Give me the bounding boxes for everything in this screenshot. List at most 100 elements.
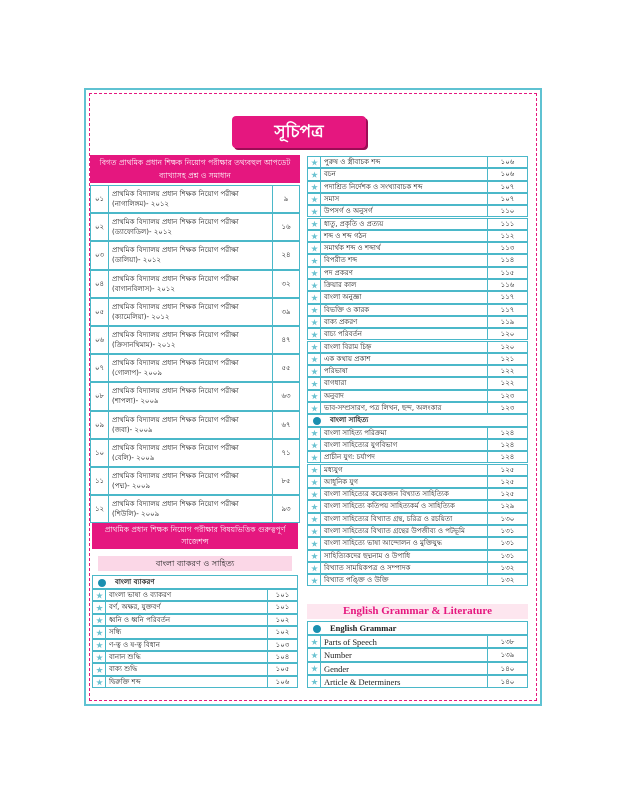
icon-cell	[307, 377, 321, 390]
star-icon	[311, 343, 318, 351]
chapter-page: ৬৩	[272, 382, 300, 411]
chapter-subtitle: (ক্যামেলিয়া)- ২০১২	[112, 312, 170, 321]
item-page: ১০১	[267, 601, 298, 614]
item-page: ১২২	[487, 365, 528, 378]
chapter-page: ৩২	[272, 269, 300, 298]
star-icon	[311, 232, 318, 240]
chapter-page: ৪৭	[272, 326, 300, 355]
item-title: পদ প্রকরণ	[320, 266, 488, 279]
arrow-icon	[313, 624, 321, 633]
section-header: বিগত প্রাথমিক প্রধান শিক্ষক নিয়োগ পরীক্…	[90, 155, 300, 183]
icon-cell	[307, 648, 321, 662]
icon-cell	[307, 291, 321, 304]
item-page: ১১০	[487, 205, 528, 218]
item-title: বাচ্য পরিবর্তন	[320, 328, 488, 341]
item-title: বাংলা সাহিত্যের বিখ্যাত গ্রন্থের উপজীব্য…	[320, 525, 488, 538]
section-header: বাংলা ব্যাকরণ	[92, 575, 298, 589]
icon-cell	[307, 674, 321, 689]
star-icon	[311, 665, 318, 672]
chapter-page: ৯৩	[272, 495, 300, 524]
item-page: ১০৪	[267, 651, 298, 664]
section-header: English Grammar	[307, 621, 528, 635]
icon-cell	[307, 389, 321, 402]
chapter-subtitle: (বাগানবিলাস)- ২০১২	[112, 284, 175, 293]
icon-cell	[307, 315, 321, 329]
icon-cell	[307, 217, 321, 230]
item-page: ১১২	[487, 229, 528, 243]
item-page: ১৩০	[487, 512, 528, 525]
section-header: বাংলা সাহিত্য	[307, 414, 528, 427]
chapter-name: প্রাথমিক বিদ্যালয় প্রধান শিক্ষক নিয়োগ …	[112, 500, 239, 509]
star-icon	[311, 528, 318, 535]
star-icon	[311, 651, 318, 659]
star-icon	[96, 604, 103, 611]
item-page: ১২৪	[487, 426, 528, 439]
icon-cell	[307, 475, 321, 489]
star-icon	[311, 515, 318, 523]
item-title: বাংলা সাহিত্যের বিখ্যাত গ্রন্থ, চরিত্র ও…	[320, 512, 488, 525]
item-page: ১২৩	[487, 402, 528, 415]
item-page: ১০৬	[267, 675, 298, 689]
item-page: ১১৬	[487, 279, 528, 292]
chapter-subtitle: (ডালিয়া)- ২০১২	[112, 256, 161, 265]
item-title: উপসর্গ ও অনুসর্গ	[320, 205, 488, 218]
page-title: সূচিপত্র	[232, 116, 366, 148]
star-icon	[311, 478, 318, 486]
item-title: বাক্য প্রকরণ	[320, 315, 488, 329]
icon-cell	[307, 561, 321, 575]
icon-cell	[307, 537, 321, 550]
item-page: ১২৩	[487, 389, 528, 402]
item-page: ১১৯	[487, 315, 528, 329]
star-icon	[311, 196, 318, 203]
item-page: ১৪০	[487, 661, 528, 675]
chapter-name: প্রাথমিক বিদ্যালয় প্রধান শিক্ষক নিয়োগ …	[112, 387, 239, 396]
star-icon	[311, 319, 318, 326]
item-title: বাংলা সাহিত্য পরিক্রমা	[320, 426, 488, 439]
icon-cell	[307, 549, 321, 562]
chapter-name: প্রাথমিক বিদ্যালয় প্রধান শিক্ষক নিয়োগ …	[112, 218, 239, 227]
star-icon	[311, 245, 318, 252]
chapter-name: প্রাথমিক বিদ্যালয় প্রধান শিক্ষক নিয়োগ …	[112, 472, 239, 480]
chapter-subtitle: (বেলি)- ২০০৯	[112, 453, 155, 462]
star-icon	[311, 257, 318, 264]
item-page: ১৩১	[487, 525, 528, 538]
star-icon	[311, 577, 318, 584]
chapter-page: ৫৫	[272, 354, 300, 383]
item-page: ১০৫	[267, 663, 298, 676]
chapter-page: ২৪	[272, 241, 300, 270]
star-icon	[96, 641, 103, 649]
item-title: বাংলা সাহিত্যের কয়েকজন বিখ্যাত সাহিত্যি…	[320, 488, 488, 501]
chapter-page: ৭১	[272, 438, 300, 467]
star-icon	[96, 666, 103, 673]
icon-cell	[307, 242, 321, 255]
item-title: বিখ্যাত সাময়িকপত্র ও সম্পাদক	[320, 561, 488, 575]
frame	[84, 88, 542, 706]
item-title: প্রাচীন যুগ: চর্যাপদ	[320, 451, 488, 464]
item-page: ১২৫	[487, 475, 528, 489]
chapter-name: প্রাথমিক বিদ্যালয় প্রধান শিক্ষক নিয়োগ …	[112, 302, 239, 311]
item-page: ১০৬	[487, 168, 528, 181]
icon-cell	[307, 525, 321, 538]
icon-cell	[307, 574, 321, 587]
item-page: ১১৭	[487, 303, 528, 316]
item-page: ১১৪	[487, 254, 528, 267]
star-icon	[311, 220, 318, 228]
star-icon	[311, 171, 318, 178]
item-page: ১২৫	[487, 488, 528, 501]
item-title: পুরুষ ও স্ত্রীবাচক শব্দ	[320, 156, 488, 169]
item-title: বাংলা অনুজ্ঞা	[320, 291, 488, 304]
item-page: ১৪০	[487, 674, 528, 689]
icon-cell	[307, 635, 321, 649]
icon-cell	[307, 192, 321, 206]
chapter-name: প্রাথমিক বিদ্যালয় প্রধান শিক্ষক নিয়োগ …	[112, 190, 239, 198]
chapter-page: ৯	[272, 185, 300, 214]
chapter-subtitle: (ক্রিসানথিমাম)- ২০১২	[112, 341, 176, 349]
star-icon	[96, 616, 103, 624]
item-title: ভাব-সম্প্রসারণ, পত্র লিখন, ছন্দ, অলংকার	[320, 402, 488, 415]
item-page: ১২৫	[487, 463, 528, 476]
item-title: Gender	[320, 661, 488, 675]
icon-cell	[307, 156, 321, 169]
item-title: সমার্থক শব্দ ও শব্দার্থ	[320, 242, 488, 255]
star-icon	[311, 355, 318, 363]
